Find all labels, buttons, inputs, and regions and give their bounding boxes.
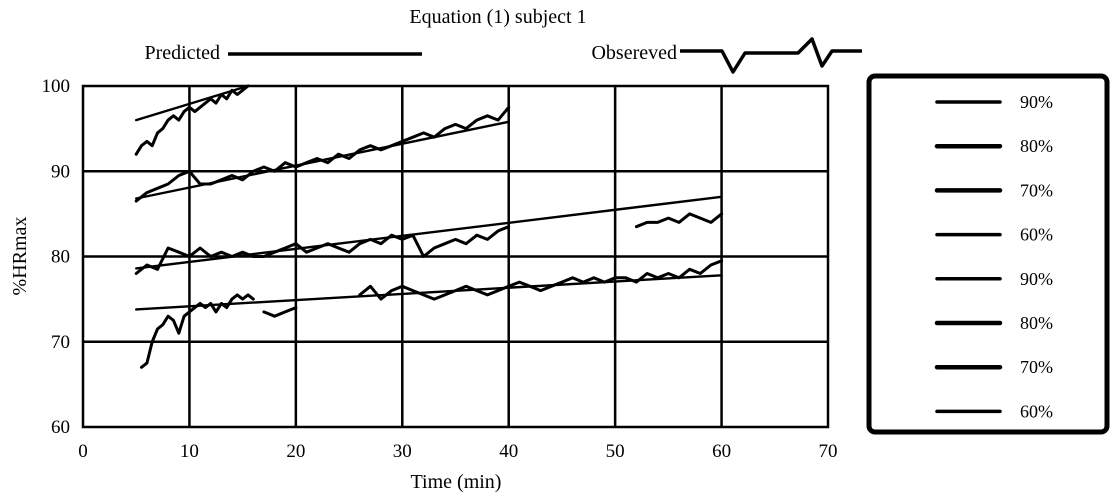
legend-label: 60% (1020, 225, 1053, 245)
legend-label: 60% (1020, 401, 1053, 421)
x-tick-label: 60 (712, 441, 731, 462)
observed-series-line (140, 293, 255, 369)
legend-label: 70% (1020, 180, 1053, 200)
legend-label: 70% (1020, 357, 1053, 377)
legend-label: 90% (1020, 269, 1053, 289)
y-tick-label: 90 (51, 161, 70, 182)
x-axis-label: Time (min) (411, 471, 502, 493)
x-tick-label: 20 (286, 441, 305, 462)
y-axis-label: %HRmax (9, 217, 31, 296)
legend-label: 80% (1020, 313, 1053, 333)
predicted-series-line (134, 274, 723, 311)
legend-entries: 90% 80% 70% 60% 90% 80% 70% 60% (934, 92, 1053, 421)
gridlines (83, 86, 828, 427)
x-tick-label: 0 (78, 441, 88, 462)
legend-label: 90% (1020, 92, 1053, 112)
observed-series-line (134, 105, 511, 203)
observed-legend-label: Obsereved (591, 42, 677, 64)
x-tick-label: 10 (180, 441, 199, 462)
observed-series-line (634, 212, 724, 229)
x-tick-label: 40 (499, 441, 518, 462)
x-tick-label: 30 (393, 441, 412, 462)
observed-series-line (262, 306, 298, 318)
observed-legend-swatch (680, 37, 862, 74)
observed-series-line (358, 259, 724, 301)
y-tick-label: 70 (51, 332, 70, 353)
y-tick-label: 100 (42, 76, 71, 97)
legend-box (866, 73, 1110, 435)
chart-title: Equation (1) subject 1 (409, 6, 586, 28)
y-tick-label: 80 (51, 247, 70, 268)
observed-series-line (134, 225, 511, 275)
x-tick-label: 50 (606, 441, 625, 462)
series-lines (134, 84, 724, 369)
x-tick-label: 70 (819, 441, 838, 462)
observed-series-line (134, 84, 250, 156)
y-tick-labels: 60 70 80 90 100 (42, 76, 71, 438)
x-tick-labels: 0 10 20 30 40 50 60 70 (78, 441, 837, 462)
predicted-legend-label: Predicted (144, 42, 220, 64)
y-tick-label: 60 (51, 417, 70, 438)
legend-label: 80% (1020, 136, 1053, 156)
predicted-series-line (134, 84, 250, 122)
